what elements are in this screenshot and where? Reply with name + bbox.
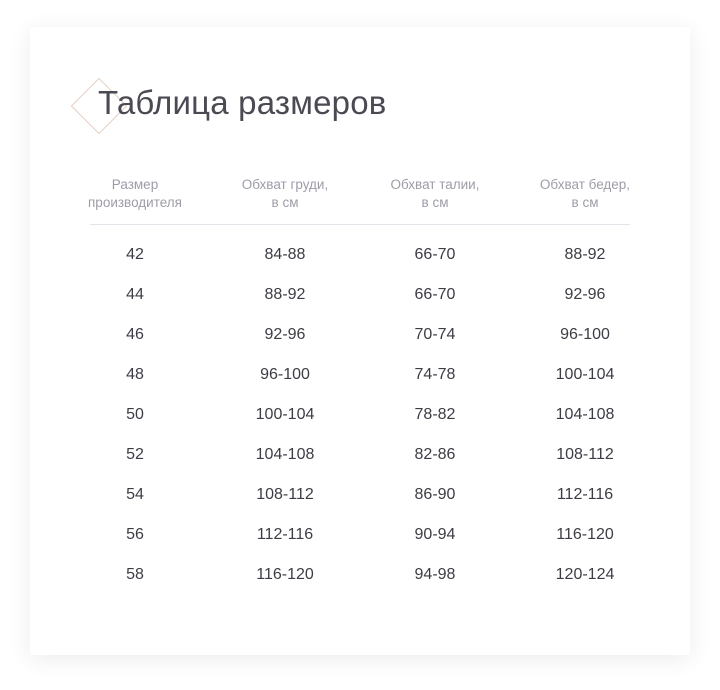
table-cell: 58 xyxy=(126,566,144,583)
table-cell: 88-92 xyxy=(264,286,306,303)
table-cell: 104-108 xyxy=(555,406,615,423)
column-header: Обхват груди, в см xyxy=(241,177,329,210)
column-header: Обхват бедер, в см xyxy=(539,177,631,210)
table-cell: 100-104 xyxy=(555,366,615,383)
table-cell: 66-70 xyxy=(414,286,456,303)
table-cell: 116-120 xyxy=(556,526,614,543)
table-cell: 92-96 xyxy=(564,286,606,303)
table-cell: 108-112 xyxy=(556,446,614,463)
table-cell: 96-100 xyxy=(560,326,610,343)
table-cell: 112-116 xyxy=(556,486,614,503)
table-cell: 116-120 xyxy=(256,566,314,583)
table-cell: 112-116 xyxy=(256,526,314,543)
column-header: Обхват талии, в см xyxy=(390,177,480,210)
table-cell: 52 xyxy=(126,446,144,463)
table-cell: 100-104 xyxy=(255,406,315,423)
table-cell: 66-70 xyxy=(414,246,456,263)
table-cell: 90-94 xyxy=(414,526,456,543)
table-cell: 120-124 xyxy=(555,566,615,583)
table-cell: 88-92 xyxy=(564,246,606,263)
table-cell: 96-100 xyxy=(260,366,310,383)
table-cell: 70-74 xyxy=(414,326,456,343)
table-cell: 44 xyxy=(126,286,144,303)
page-title: Таблица размеров xyxy=(98,84,387,121)
table-cell: 48 xyxy=(126,366,144,383)
table-cell: 74-78 xyxy=(414,366,456,383)
table-cell: 92-96 xyxy=(264,326,306,343)
table-cell: 84-88 xyxy=(264,246,306,263)
header-divider xyxy=(90,224,630,225)
table-cell: 46 xyxy=(126,326,144,343)
table-cell: 78-82 xyxy=(414,406,456,423)
table-cell: 42 xyxy=(126,246,144,263)
size-chart-card xyxy=(30,27,690,655)
table-cell: 54 xyxy=(126,486,144,503)
table-cell: 104-108 xyxy=(255,446,315,463)
table-cell: 94-98 xyxy=(414,566,456,583)
column-header: Размер производителя xyxy=(88,177,182,210)
table-cell: 108-112 xyxy=(256,486,314,503)
table-cell: 82-86 xyxy=(414,446,456,463)
table-cell: 86-90 xyxy=(414,486,456,503)
table-cell: 56 xyxy=(126,526,144,543)
table-cell: 50 xyxy=(126,406,144,423)
